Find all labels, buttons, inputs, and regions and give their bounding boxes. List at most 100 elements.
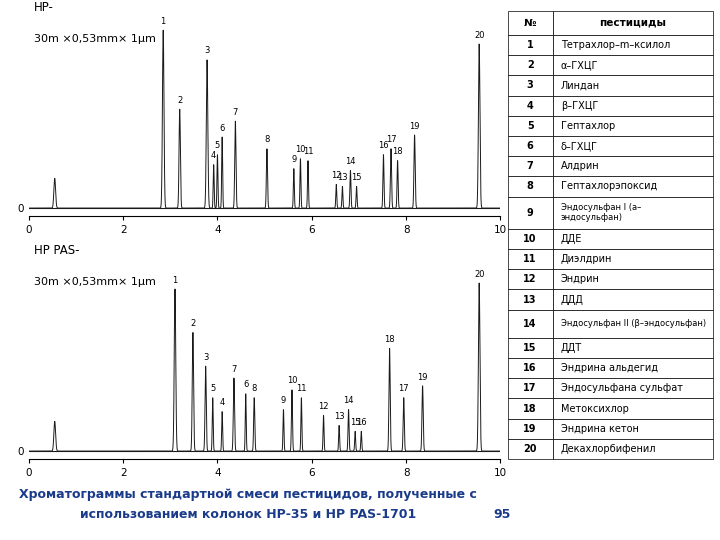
Text: 10: 10 [523,234,537,244]
Bar [508,197,553,229]
Text: Декахлорбифенил: Декахлорбифенил [561,444,657,454]
Bar [553,136,713,156]
Bar [553,76,713,96]
Text: Тетрахлор–m–ксилол: Тетрахлор–m–ксилол [561,40,670,50]
Bar [508,439,553,459]
Bar [553,116,713,136]
Text: 6: 6 [220,124,225,133]
Bar [553,35,713,55]
Text: 1: 1 [172,275,178,285]
Bar [553,378,713,399]
Text: 15: 15 [350,418,361,427]
Bar [553,269,713,289]
Text: Линдан: Линдан [561,80,600,91]
Text: 20: 20 [523,444,537,454]
Text: 95: 95 [493,508,510,521]
Text: 20: 20 [474,31,485,39]
Text: 2: 2 [190,319,196,328]
Text: 7: 7 [527,161,534,171]
Text: Эндосульфан I (а–
эндосульфан): Эндосульфан I (а– эндосульфан) [561,203,642,222]
Bar [508,418,553,439]
Bar [508,249,553,269]
Text: 13: 13 [523,294,537,305]
Bar [508,35,553,55]
Bar [553,55,713,76]
Text: 13: 13 [337,173,348,182]
Text: 16: 16 [356,418,366,427]
Text: 7: 7 [231,364,237,374]
Text: 18: 18 [392,147,403,156]
Bar [508,378,553,399]
Text: 3: 3 [527,80,534,91]
Bar [508,289,553,309]
Text: β–ГХЦГ: β–ГХЦГ [561,100,598,111]
Text: 12: 12 [331,171,341,180]
Text: 10: 10 [287,376,297,386]
Text: 20: 20 [474,269,485,279]
Bar [553,96,713,116]
Text: Эндрина альдегид: Эндрина альдегид [561,363,658,373]
Text: 2: 2 [177,96,182,105]
Text: 8: 8 [527,181,534,192]
Text: 15: 15 [351,173,362,182]
Text: Диэлдрин: Диэлдрин [561,254,612,264]
Text: 3: 3 [203,353,208,362]
Text: 8: 8 [264,136,270,144]
Text: 11: 11 [523,254,537,264]
Bar [553,399,713,418]
Text: ДДЕ: ДДЕ [561,234,582,244]
Bar [508,116,553,136]
Text: 30m ×0,53mm× 1μm: 30m ×0,53mm× 1μm [34,35,156,44]
Text: 2: 2 [527,60,534,70]
Text: 7: 7 [233,108,238,117]
Text: 1: 1 [527,40,534,50]
Text: ДДД: ДДД [561,294,584,305]
Bar [508,269,553,289]
Bar [553,197,713,229]
Text: №: № [524,18,536,28]
Text: 17: 17 [523,383,537,393]
Text: 5: 5 [215,141,220,150]
Text: использованием колонок НР-35 и HP PAS-1701: использованием колонок НР-35 и HP PAS-17… [80,508,417,521]
Text: Гептахлорэпоксид: Гептахлорэпоксид [561,181,657,192]
Text: Алдрин: Алдрин [561,161,600,171]
Bar [553,249,713,269]
Text: 6: 6 [527,141,534,151]
Text: Эндрина кетон: Эндрина кетон [561,424,639,434]
Bar [553,229,713,249]
Text: ДДТ: ДДТ [561,343,582,353]
Bar [508,177,553,197]
Text: 17: 17 [386,136,396,144]
Text: 14: 14 [523,319,537,329]
Text: 14: 14 [345,157,356,166]
Text: HP-: HP- [34,1,53,14]
Text: Эндрин: Эндрин [561,274,600,285]
Text: 3: 3 [204,46,210,56]
Text: 5: 5 [210,384,215,393]
Text: Гептахлор: Гептахлор [561,121,615,131]
Text: 4: 4 [211,151,216,160]
Bar [508,156,553,177]
Text: 6: 6 [243,380,248,389]
Bar [553,338,713,358]
Text: 14: 14 [343,396,354,405]
Text: 30m ×0,53mm× 1μm: 30m ×0,53mm× 1μm [34,278,156,287]
Text: α–ГХЦГ: α–ГХЦГ [561,60,598,70]
Bar [508,136,553,156]
Bar [508,338,553,358]
Text: 12: 12 [318,402,329,411]
Text: 9: 9 [291,155,297,164]
Text: 1: 1 [161,17,166,26]
Bar [508,229,553,249]
Text: 5: 5 [527,121,534,131]
Text: 19: 19 [418,373,428,381]
Text: 17: 17 [398,384,409,393]
Text: 16: 16 [378,141,389,150]
Text: 10: 10 [295,145,306,154]
Bar [508,96,553,116]
Text: Метоксихлор: Метоксихлор [561,403,629,414]
Bar [508,11,553,35]
Text: 11: 11 [302,147,313,156]
Text: Эндосульфан II (β–эндосульфан): Эндосульфан II (β–эндосульфан) [561,319,706,328]
Bar [553,358,713,378]
